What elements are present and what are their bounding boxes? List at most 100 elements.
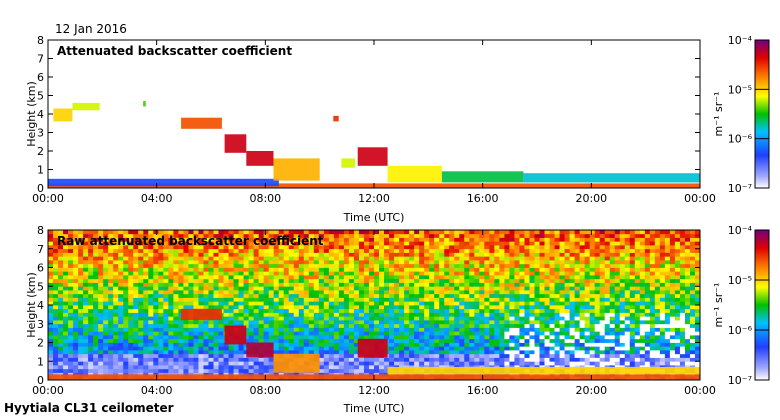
noise-cell bbox=[208, 286, 214, 291]
noise-cell bbox=[363, 241, 370, 246]
noise-cell bbox=[419, 248, 425, 253]
noise-cell bbox=[509, 338, 515, 343]
noise-cell bbox=[213, 305, 219, 310]
noise-cell bbox=[268, 252, 275, 257]
noise-cell bbox=[404, 233, 410, 238]
noise-cell bbox=[499, 260, 505, 265]
noise-cell bbox=[248, 368, 255, 373]
noise-cell bbox=[203, 301, 209, 306]
noise-cell bbox=[133, 316, 139, 321]
noise-cell bbox=[358, 368, 365, 373]
noise-cell bbox=[173, 282, 179, 287]
noise-cell bbox=[469, 297, 475, 302]
noise-cell bbox=[594, 263, 601, 268]
noise-cell bbox=[389, 271, 395, 276]
noise-cell bbox=[203, 260, 209, 265]
noise-cell bbox=[208, 275, 214, 280]
noise-cell bbox=[564, 245, 570, 250]
noise-cell bbox=[358, 357, 365, 362]
noise-cell bbox=[649, 275, 656, 280]
noise-cell bbox=[454, 312, 460, 317]
noise-cell bbox=[353, 331, 360, 336]
noise-cell bbox=[459, 237, 465, 242]
noise-cell bbox=[213, 346, 219, 351]
noise-cell bbox=[208, 353, 214, 358]
noise-cell bbox=[524, 293, 530, 298]
noise-cell bbox=[589, 312, 596, 317]
noise-cell bbox=[93, 327, 99, 332]
noise-cell bbox=[103, 361, 109, 366]
noise-cell bbox=[399, 282, 405, 287]
noise-cell bbox=[624, 267, 631, 272]
noise-cell bbox=[228, 290, 234, 295]
noise-cell bbox=[419, 335, 425, 340]
noise-cell bbox=[163, 357, 169, 362]
axis-ticks: 00:00 04:00 08:00 12:00 16:00 20:00 00:0001234… bbox=[32, 34, 716, 205]
noise-cell bbox=[604, 361, 611, 366]
noise-cell bbox=[198, 230, 204, 235]
noise-cell bbox=[609, 353, 616, 358]
noise-cell bbox=[449, 282, 455, 287]
noise-cell bbox=[368, 267, 375, 272]
noise-cell bbox=[233, 361, 239, 366]
noise-cell bbox=[328, 342, 335, 347]
noise-cell bbox=[454, 346, 460, 351]
noise-cell bbox=[569, 338, 576, 343]
noise-cell bbox=[464, 323, 470, 328]
noise-cell bbox=[574, 361, 581, 366]
noise-cell bbox=[499, 357, 505, 362]
noise-cell bbox=[474, 316, 480, 321]
noise-cell bbox=[419, 361, 425, 366]
noise-cell bbox=[173, 275, 179, 280]
noise-cell bbox=[143, 237, 149, 242]
noise-cell bbox=[283, 260, 290, 265]
noise-cell bbox=[524, 331, 530, 336]
noise-cell bbox=[328, 260, 335, 265]
noise-cell bbox=[454, 230, 460, 235]
noise-cell bbox=[449, 271, 455, 276]
noise-cell bbox=[409, 327, 415, 332]
noise-cell bbox=[263, 297, 270, 302]
noise-cell bbox=[338, 267, 345, 272]
noise-cell bbox=[644, 350, 651, 355]
noise-cell bbox=[58, 357, 64, 362]
noise-cell bbox=[113, 230, 119, 235]
noise-cell bbox=[569, 260, 576, 265]
noise-cell bbox=[479, 338, 485, 343]
noise-cell bbox=[183, 286, 189, 291]
noise-cell bbox=[73, 308, 79, 313]
noise-cell bbox=[83, 331, 89, 336]
noise-cell bbox=[278, 338, 285, 343]
noise-cell bbox=[188, 241, 194, 246]
noise-cell bbox=[118, 260, 124, 265]
noise-cell bbox=[283, 241, 290, 246]
noise-cell bbox=[318, 305, 325, 310]
noise-cell bbox=[409, 335, 415, 340]
noise-cell bbox=[484, 335, 490, 340]
noise-cell bbox=[233, 248, 239, 253]
noise-cell bbox=[629, 346, 636, 351]
noise-cell bbox=[193, 301, 199, 306]
noise-cell bbox=[163, 248, 169, 253]
noise-cell bbox=[634, 286, 641, 291]
noise-cell bbox=[394, 278, 400, 283]
noise-cell bbox=[168, 293, 174, 298]
noise-cell bbox=[258, 278, 265, 283]
noise-cell bbox=[68, 260, 74, 265]
noise-cell bbox=[659, 305, 666, 310]
noise-cell bbox=[494, 342, 500, 347]
noise-cell bbox=[614, 320, 621, 325]
noise-cell bbox=[183, 293, 189, 298]
noise-cell bbox=[619, 357, 626, 362]
noise-cell bbox=[193, 263, 199, 268]
noise-cell bbox=[103, 233, 109, 238]
noise-cell bbox=[599, 308, 606, 313]
noise-cell bbox=[283, 233, 290, 238]
noise-cell bbox=[338, 308, 345, 313]
noise-cell bbox=[389, 346, 395, 351]
noise-cell bbox=[494, 267, 500, 272]
noise-cell bbox=[459, 308, 465, 313]
noise-cell bbox=[624, 260, 631, 265]
noise-cell bbox=[414, 245, 420, 250]
noise-cell bbox=[429, 312, 435, 317]
